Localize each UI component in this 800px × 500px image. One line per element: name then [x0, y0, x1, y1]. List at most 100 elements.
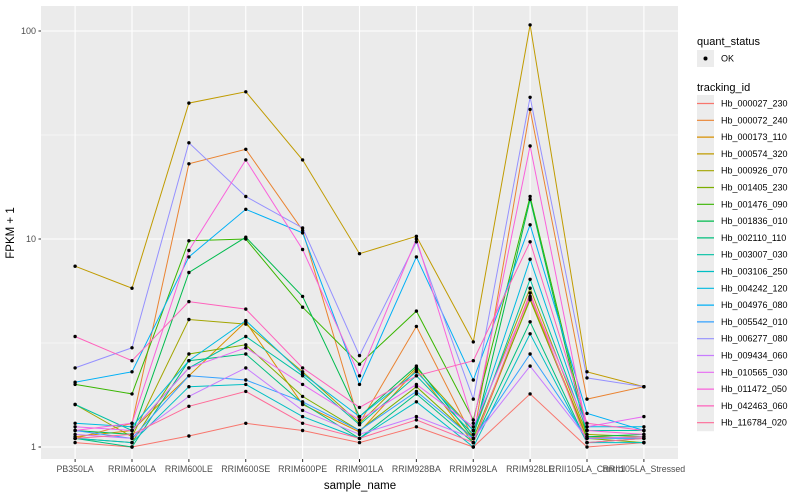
data-point-Hb_011472_050 [73, 428, 77, 433]
legend-item-Hb_011472_050: Hb_011472_050 [697, 380, 787, 398]
data-point-Hb_000574_320 [244, 90, 248, 94]
data-point-Hb_010565_030 [528, 294, 532, 299]
data-point-Hb_005542_010 [528, 352, 532, 356]
data-point-Hb_009434_060 [300, 408, 305, 413]
legend-label: Hb_009434_060 [721, 351, 788, 361]
legend-item-Hb_001405_230: Hb_001405_230 [697, 179, 788, 196]
data-point-Hb_004242_120 [471, 428, 475, 433]
data-point-Hb_004976_080 [585, 411, 589, 416]
data-point-Hb_042463_060 [471, 359, 475, 363]
data-point-Hb_011472_050 [414, 237, 419, 241]
data-point-Hb_002110_110 [130, 445, 134, 449]
legend-item-Hb_003106_250: Hb_003106_250 [697, 263, 788, 280]
x-tick-label: RRII105LA_Control [549, 464, 625, 474]
data-point-Hb_000574_320 [130, 286, 134, 290]
data-point-Hb_000574_320 [528, 23, 532, 27]
data-point-Hb_005542_010 [300, 400, 305, 404]
data-point-Hb_009434_060 [130, 436, 134, 441]
data-point-Hb_010565_030 [585, 425, 589, 429]
data-point-Hb_000027_230 [73, 440, 77, 445]
data-point-Hb_009434_060 [471, 436, 475, 441]
data-point-Hb_009434_060 [244, 366, 248, 370]
data-point-Hb_000027_230 [244, 421, 248, 425]
data-point-Hb_010565_030 [244, 346, 248, 350]
data-point-Hb_003007_030 [357, 423, 362, 427]
data-point-Hb_009434_060 [357, 432, 362, 437]
legend-item-Hb_116784_020: Hb_116784_020 [697, 414, 787, 432]
data-point-Hb_001836_010 [414, 364, 419, 368]
data-point-Hb_011472_050 [471, 421, 475, 425]
data-point-Hb_003007_030 [244, 334, 248, 339]
legend-item-Hb_000027_230: Hb_000027_230 [697, 95, 788, 112]
x-tick-label: RRIM600PE [278, 464, 327, 474]
data-point-Hb_001405_230 [528, 298, 532, 302]
x-axis-title: sample_name [324, 480, 396, 492]
data-point-Hb_000027_230 [300, 428, 305, 433]
legend-item-Hb_000173_110: Hb_000173_110 [697, 128, 787, 146]
x-tick-label: RRIM928LA [449, 464, 497, 474]
data-point-Hb_004976_080 [471, 378, 475, 382]
legend-label: Hb_116784_020 [721, 418, 787, 428]
data-point-Hb_003106_250 [642, 440, 646, 445]
data-point-Hb_000027_230 [187, 434, 191, 438]
data-point-Hb_000027_230 [585, 445, 589, 449]
data-point-Hb_006277_080 [642, 385, 646, 389]
legend-item-Hb_000072_240: Hb_000072_240 [697, 111, 788, 129]
data-point-Hb_000027_230 [357, 440, 362, 445]
data-point-Hb_006277_080 [357, 353, 362, 358]
x-tick-label: RRIM600LA [108, 464, 156, 474]
data-point-Hb_116784_020 [528, 291, 532, 295]
data-point-Hb_006277_080 [187, 141, 191, 145]
x-tick-label: RRIM901LA [336, 464, 384, 474]
data-point-Hb_001405_230 [187, 352, 191, 356]
data-point-Hb_000072_240 [300, 228, 305, 233]
x-tick-label: RRIM928LE [506, 464, 554, 474]
data-point-Hb_116784_020 [585, 440, 589, 445]
data-point-Hb_116784_020 [471, 440, 475, 445]
legend-item-Hb_005542_010: Hb_005542_010 [697, 313, 788, 331]
x-tick-label: PB350LA [57, 464, 94, 474]
data-point-Hb_001476_090 [414, 309, 419, 313]
legend-label: Hb_001476_090 [721, 199, 788, 209]
data-point-Hb_009434_060 [187, 394, 191, 399]
data-point-Hb_002110_110 [244, 352, 248, 356]
data-point-Hb_001405_230 [300, 394, 305, 399]
data-point-Hb_006277_080 [130, 346, 134, 350]
data-point-Hb_003106_250 [187, 385, 191, 389]
data-point-Hb_004242_120 [642, 425, 646, 429]
y-axis-title: FPKM + 1 [5, 207, 17, 258]
data-point-Hb_006277_080 [244, 194, 248, 199]
data-point-Hb_006277_080 [300, 226, 305, 230]
data-point-Hb_005542_010 [187, 374, 191, 378]
data-point-Hb_005542_010 [244, 378, 248, 382]
data-point-Hb_000926_070 [585, 432, 589, 437]
data-point-Hb_009434_060 [585, 436, 589, 441]
data-point-Hb_004976_080 [357, 382, 362, 387]
data-point-Hb_001836_010 [528, 197, 532, 202]
data-point-Hb_006277_080 [73, 366, 77, 370]
data-point-Hb_006277_080 [585, 376, 589, 380]
legend-item-Hb_001476_090: Hb_001476_090 [697, 195, 788, 213]
legend-label: OK [721, 54, 734, 64]
data-point-Hb_000072_240 [244, 147, 248, 151]
legend-item-Hb_002110_110: Hb_002110_110 [697, 229, 786, 247]
data-point-Hb_009434_060 [414, 414, 419, 419]
legend-quant-status-items: OK [697, 50, 734, 67]
data-point-Hb_000574_320 [357, 252, 362, 256]
data-point-Hb_000027_230 [414, 425, 419, 429]
legend-label: Hb_042463_060 [721, 401, 788, 411]
data-point-Hb_042463_060 [187, 299, 191, 304]
data-point-Hb_116784_020 [187, 404, 191, 408]
legend-label: Hb_011472_050 [721, 384, 787, 394]
data-point-Hb_004242_120 [300, 372, 305, 376]
data-point-Hb_042463_060 [357, 405, 362, 410]
data-point-Hb_116784_020 [642, 436, 646, 441]
data-point-Hb_003007_030 [471, 432, 475, 437]
data-point-Hb_003106_250 [244, 382, 248, 387]
data-point-Hb_009434_060 [528, 364, 532, 368]
data-point-Hb_001476_090 [300, 305, 305, 309]
legend-item-Hb_010565_030: Hb_010565_030 [697, 363, 788, 381]
data-point-Hb_000574_320 [300, 158, 305, 162]
legend-title-quant-status: quant_status [697, 36, 760, 48]
data-point-Hb_001476_090 [471, 418, 475, 422]
